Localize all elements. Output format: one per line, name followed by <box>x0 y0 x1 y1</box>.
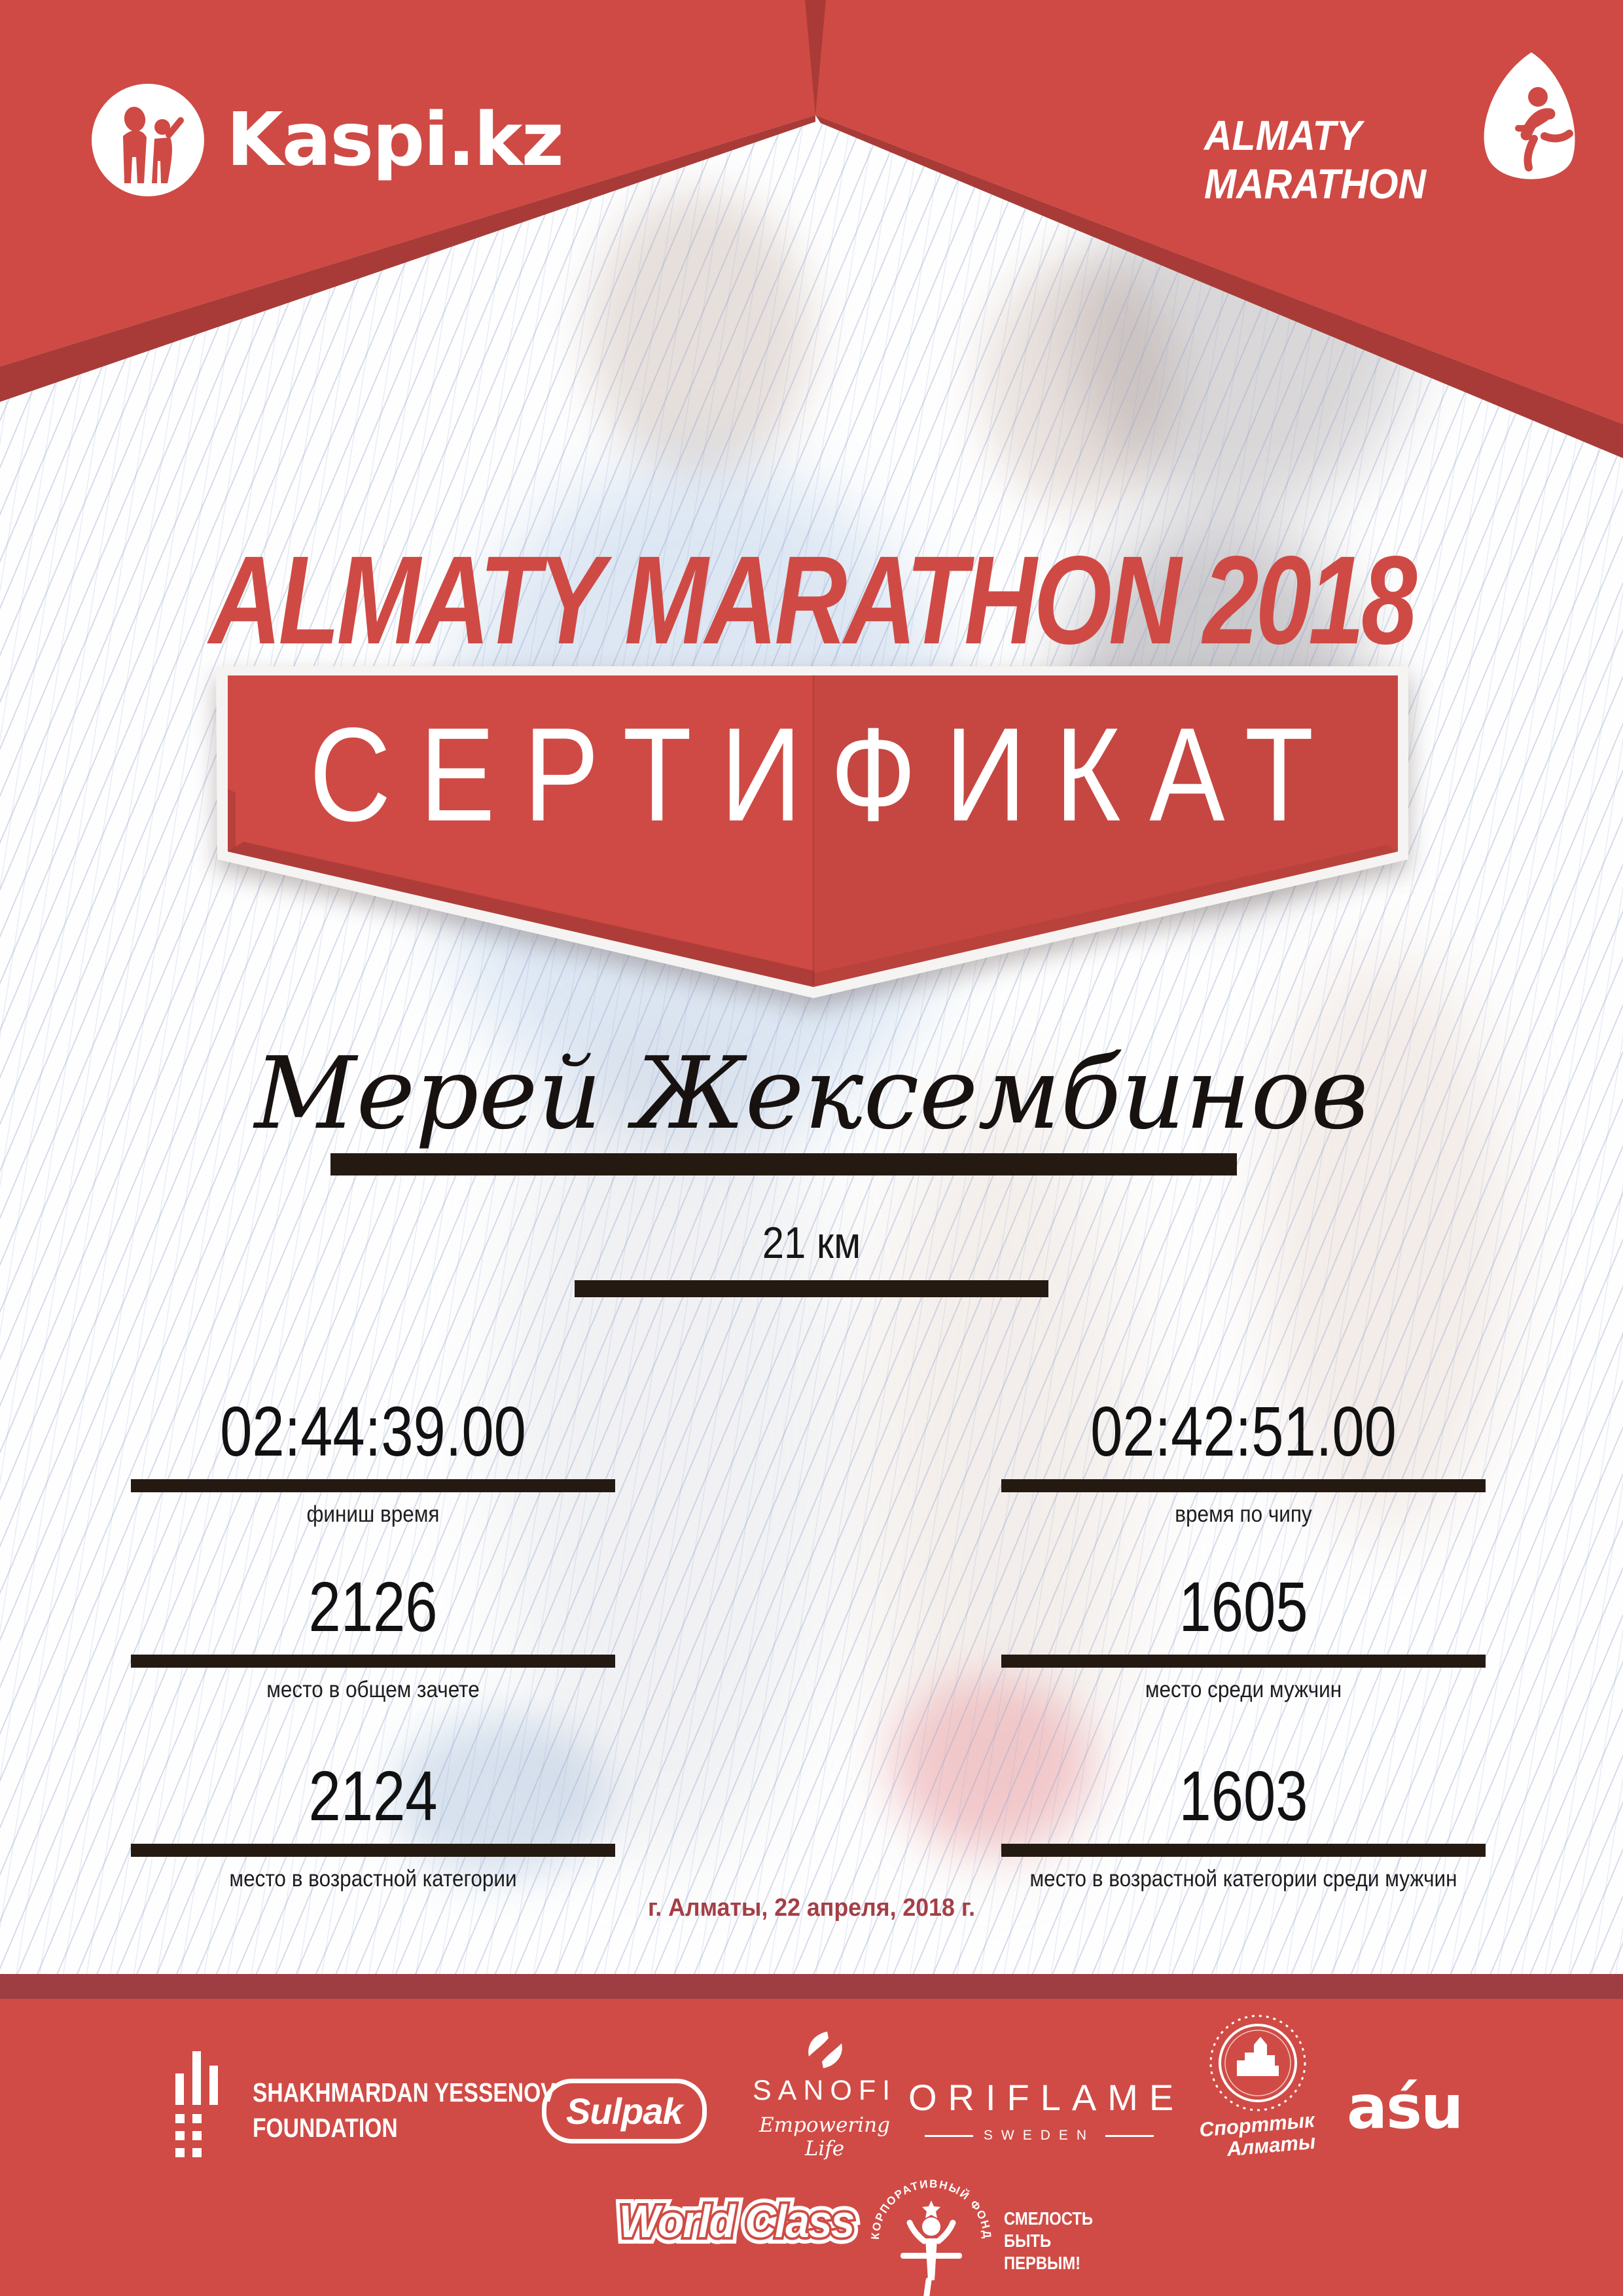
sponsor-fond: КОРПОРАТИВНЫЙ ФОНД СМЕЛОСТЬ БЫТЬ ПЕРВЫМ! <box>863 2176 1109 2296</box>
sponsor-sport-almaty: Спорттык Алматы <box>1192 2011 1323 2161</box>
distance-underline <box>575 1280 1048 1297</box>
kaspi-logo: Kaspi.kz <box>92 84 564 196</box>
almaty-marathon-wordmark: ALMATY MARATHON <box>1204 111 1426 208</box>
stat-underline <box>131 1655 615 1668</box>
yessenov-text-line2: FOUNDATION <box>253 2113 398 2143</box>
stat-value: 02:42:51.00 <box>1090 1391 1397 1471</box>
sport-almaty-emblem-icon <box>1209 2015 1306 2111</box>
header-banner <box>0 0 1623 458</box>
stat-label: финиш время <box>306 1501 440 1527</box>
world-class-wordmark: World Class <box>619 2196 855 2247</box>
oriflame-rule-left <box>924 2134 973 2137</box>
sponsor-sanofi: SANOFI Empowering Life <box>740 2028 910 2161</box>
certificate-label: СЕРТИФИКАТ <box>309 699 1343 850</box>
stat-value: 1603 <box>1179 1756 1308 1835</box>
stat-underline <box>131 1479 615 1492</box>
oriflame-wordmark: ORIFLAME <box>908 2077 1185 2118</box>
date-line: г. Алматы, 22 апреля, 2018 г. <box>647 1894 976 1922</box>
certificate-ribbon <box>216 666 1408 998</box>
stat-value: 1605 <box>1179 1567 1308 1646</box>
sponsor-footer: SHAKHMARDAN YESSENOV FOUNDATION Sulpak S… <box>0 1999 1623 2296</box>
almaty-wordmark-line2: MARATHON <box>1204 160 1427 207</box>
oriflame-subline: SWEDEN <box>983 2128 1096 2143</box>
stat-underline <box>1001 1479 1486 1492</box>
yessenov-text-line1: SHAKHMARDAN YESSENOV <box>253 2077 556 2108</box>
sponsor-asu: aśu <box>1347 2072 1463 2142</box>
fond-text-line1: СМЕЛОСТЬ <box>1004 2208 1094 2229</box>
fond-text-line2: БЫТЬ <box>1004 2231 1052 2251</box>
sanofi-tagline: Empowering Life <box>759 2113 890 2161</box>
stat-label: место среди мужчин <box>1145 1677 1342 1702</box>
runner-pebble-icon <box>1484 52 1575 179</box>
stat-label: место в общем зачете <box>266 1677 480 1702</box>
sponsor-oriflame: ORIFLAME SWEDEN <box>908 2076 1185 2144</box>
name-underline <box>330 1153 1237 1175</box>
oriflame-rule-right <box>1105 2134 1154 2137</box>
recipient-name: Мерей Жексембинов <box>254 1035 1369 1151</box>
stat-value: 2126 <box>308 1567 438 1646</box>
world-class-keyline: World Class <box>616 2193 857 2250</box>
stat-label: место в возрастной категории среди мужчи… <box>1029 1866 1457 1892</box>
fond-text-line3: ПЕРВЫМ! <box>1004 2253 1081 2273</box>
sponsor-sulpak: Sulpak <box>542 2079 707 2144</box>
kaspi-people-icon <box>92 84 204 196</box>
kaspi-wordmark: Kaspi.kz <box>226 98 564 183</box>
stat-underline <box>1001 1655 1486 1668</box>
stat-underline <box>1001 1844 1486 1857</box>
almaty-wordmark-line1: ALMATY <box>1204 112 1362 159</box>
footer-accent-strip <box>0 1974 1623 1999</box>
sanofi-wordmark: SANOFI <box>752 2075 897 2106</box>
fond-figure-icon: КОРПОРАТИВНЫЙ ФОНД <box>869 2178 992 2296</box>
stat-label: время по чипу <box>1175 1501 1312 1527</box>
world-class-outline: World Class <box>613 2189 861 2253</box>
page-title: ALMATY MARATHON 2018 <box>209 529 1417 670</box>
stat-value: 02:44:39.00 <box>220 1391 526 1471</box>
stat-label: место в возрастной категории <box>229 1866 517 1892</box>
sponsor-world-class: World Class World Class World Class <box>613 2189 868 2261</box>
sanofi-bird-icon <box>808 2032 842 2068</box>
yessenov-foundation-icon <box>175 2051 234 2162</box>
stat-value: 2124 <box>308 1756 438 1835</box>
distance-value: 21 км <box>762 1218 861 1268</box>
stat-underline <box>131 1844 615 1857</box>
